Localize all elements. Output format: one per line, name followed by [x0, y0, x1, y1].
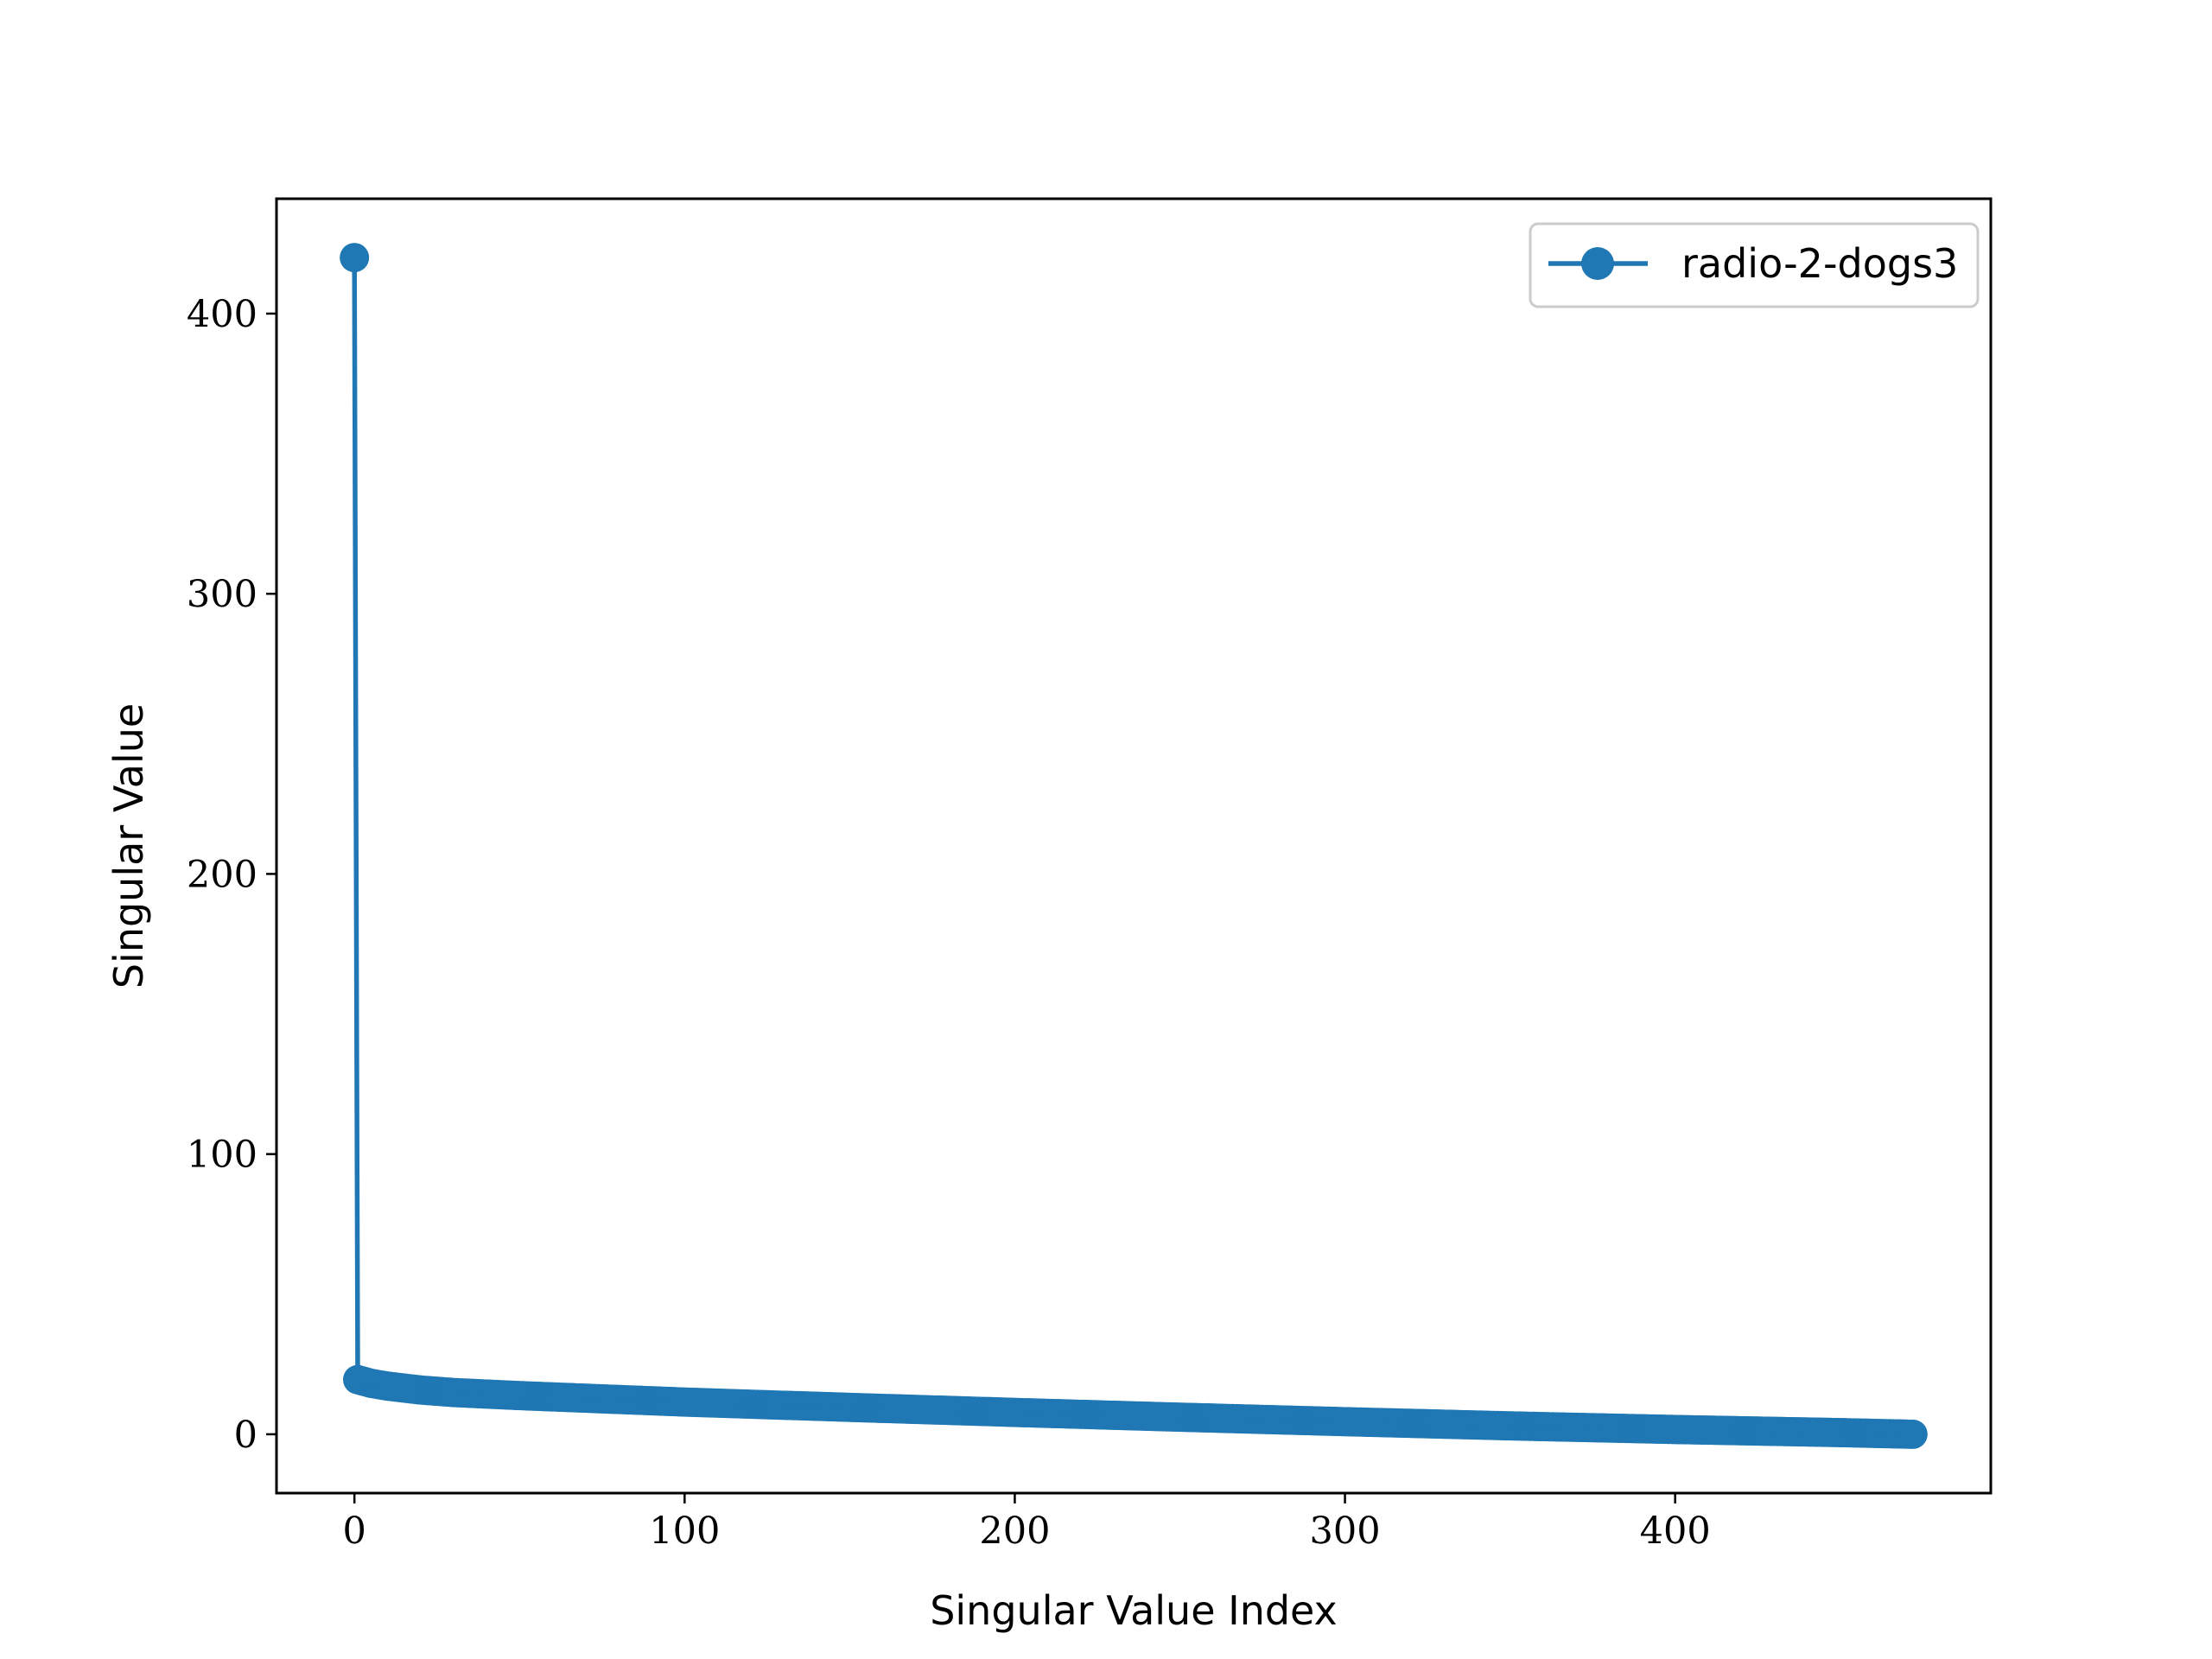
- y-tick-label: 0: [234, 1414, 257, 1457]
- data-point: [1897, 1419, 1928, 1449]
- y-tick-label: 400: [187, 293, 257, 336]
- y-tick-label: 300: [187, 573, 257, 616]
- data-point: [340, 243, 370, 273]
- x-axis-label: Singular Value Index: [930, 1587, 1338, 1634]
- series-layer: [340, 243, 1928, 1449]
- x-tick-label: 300: [1310, 1510, 1381, 1553]
- x-tick-label: 100: [649, 1510, 720, 1553]
- y-tick-label: 100: [187, 1134, 257, 1177]
- legend: radio-2-dogs3: [1529, 222, 1980, 308]
- x-axis: 0 100 200 300 400: [343, 1493, 1711, 1553]
- x-tick-label: 200: [979, 1510, 1050, 1553]
- x-tick-label: 400: [1640, 1510, 1711, 1553]
- plot-frame: [275, 197, 1993, 1495]
- y-tick-label: 200: [187, 853, 257, 896]
- y-axis: 0 100 200 300 400: [187, 293, 276, 1457]
- x-tick-label: 0: [343, 1510, 366, 1553]
- y-axis-label: Singular Value: [105, 703, 152, 988]
- legend-frame: [1529, 222, 1980, 308]
- legend-marker-swatch: [1581, 247, 1614, 280]
- legend-label: radio-2-dogs3: [1681, 240, 1958, 287]
